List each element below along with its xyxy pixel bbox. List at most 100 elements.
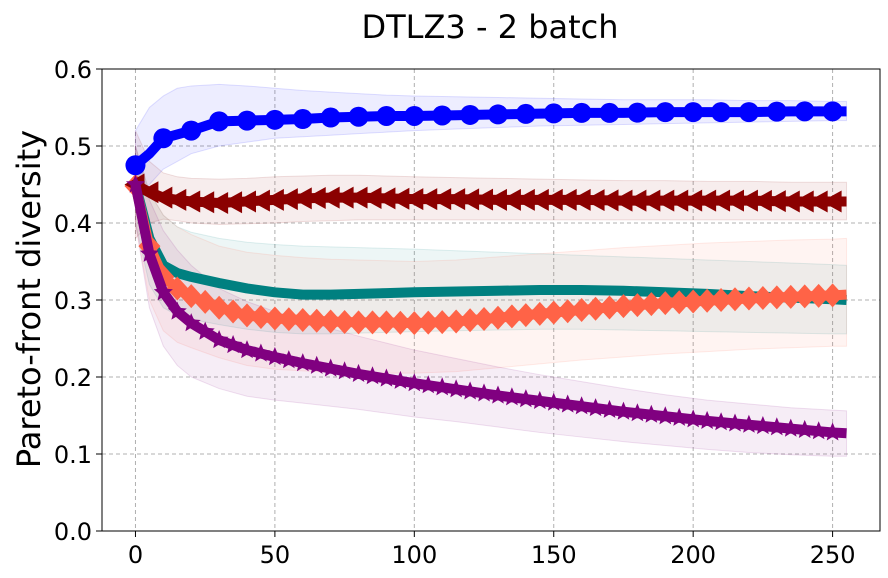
marker-tomato	[556, 299, 579, 324]
marker-tomato	[640, 292, 663, 317]
marker-purple	[237, 340, 257, 359]
marker-purple	[404, 373, 424, 392]
x-tick-label: 200	[670, 541, 716, 569]
marker-purple	[279, 350, 299, 369]
marker-darkred	[626, 189, 647, 212]
marker-blue	[432, 105, 453, 126]
marker-darkred	[737, 189, 758, 212]
marker-purple	[349, 363, 369, 382]
marker-tomato	[389, 310, 412, 335]
marker-tomato	[626, 293, 649, 318]
marker-darkred	[431, 188, 452, 211]
y-tick-label: 0.5	[54, 133, 92, 161]
marker-blue	[627, 102, 648, 123]
marker-darkred	[751, 189, 772, 212]
marker-darkred	[152, 186, 173, 209]
marker-darkred	[291, 187, 312, 210]
marker-darkred	[222, 191, 243, 214]
marker-blue	[766, 101, 787, 122]
marker-purple	[572, 396, 592, 415]
marker-darkred	[500, 188, 521, 211]
marker-darkred	[459, 188, 480, 211]
marker-tomato	[765, 285, 788, 310]
marker-purple	[376, 368, 396, 387]
marker-tomato	[473, 306, 496, 331]
marker-darkred	[723, 189, 744, 212]
marker-darkred	[514, 188, 535, 211]
marker-blue	[738, 102, 759, 123]
marker-tomato	[249, 304, 272, 329]
marker-darkred	[305, 186, 326, 209]
marker-purple	[209, 330, 229, 349]
marker-purple	[697, 410, 717, 429]
marker-tomato	[375, 310, 398, 335]
marker-darkred	[598, 189, 619, 212]
marker-darkred	[194, 191, 215, 214]
marker-tomato	[710, 288, 733, 312]
marker-blue	[711, 102, 732, 123]
marker-blue	[543, 103, 564, 124]
marker-purple	[335, 361, 355, 380]
marker-purple	[795, 419, 815, 438]
x-tick-label: 50	[260, 541, 291, 569]
marker-tomato	[305, 308, 328, 333]
marker-tomato	[514, 303, 537, 328]
y-tick-label: 0.2	[54, 364, 92, 392]
marker-tomato	[459, 308, 482, 333]
marker-purple	[474, 383, 494, 402]
marker-darkred	[333, 186, 354, 209]
marker-darkred	[556, 188, 577, 211]
marker-purple	[460, 381, 480, 400]
marker-blue	[348, 106, 369, 127]
marker-blue	[460, 104, 481, 125]
marker-tomato	[403, 311, 426, 336]
marker-blue	[320, 107, 341, 128]
marker-tomato	[821, 283, 844, 308]
marker-blue	[404, 105, 425, 126]
marker-darkred	[208, 191, 229, 214]
marker-tomato	[417, 310, 440, 335]
marker-darkred	[473, 188, 494, 211]
marker-blue	[822, 101, 843, 122]
marker-purple	[126, 174, 145, 193]
marker-darkred	[417, 188, 438, 211]
marker-purple	[669, 407, 689, 426]
marker-darkred	[263, 188, 284, 211]
marker-darkred	[166, 188, 187, 211]
marker-darkred	[570, 188, 591, 211]
marker-purple	[586, 398, 606, 417]
x-tick-label: 150	[531, 541, 577, 569]
marker-purple	[307, 355, 327, 374]
marker-purple	[223, 335, 243, 354]
marker-darkred	[249, 189, 270, 212]
marker-purple	[502, 387, 522, 406]
marker-darkred	[640, 189, 661, 212]
marker-darkred	[347, 186, 368, 209]
marker-purple	[195, 321, 215, 340]
marker-purple	[432, 377, 452, 396]
marker-tomato	[263, 306, 286, 331]
marker-tomato	[612, 294, 635, 319]
marker-purple	[363, 366, 382, 385]
marker-purple	[265, 347, 285, 366]
marker-darkred	[612, 189, 633, 212]
marker-purple	[181, 313, 201, 332]
marker-purple	[627, 403, 647, 422]
marker-purple	[153, 282, 173, 301]
marker-purple	[725, 413, 745, 432]
marker-tomato	[682, 289, 705, 314]
marker-purple	[753, 416, 773, 435]
x-tick-label: 100	[391, 541, 437, 569]
marker-darkred	[528, 188, 549, 211]
marker-blue	[376, 105, 397, 126]
marker-darkred	[793, 190, 814, 213]
y-tick-label: 0.3	[54, 287, 92, 315]
marker-tomato	[431, 310, 454, 335]
marker-darkred	[403, 188, 424, 211]
marker-tomato	[500, 304, 523, 329]
marker-purple	[781, 418, 801, 437]
marker-blue	[683, 102, 704, 123]
marker-tomato	[584, 296, 607, 321]
marker-purple	[600, 399, 619, 418]
marker-purple	[139, 243, 159, 262]
